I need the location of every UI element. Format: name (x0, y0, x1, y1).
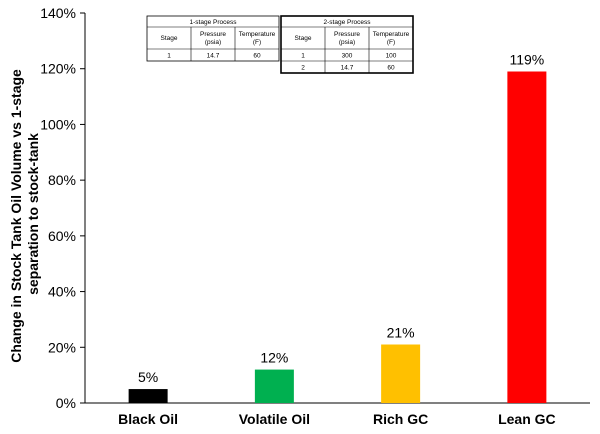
y-tick-label: 20% (48, 339, 76, 355)
x-category-label: Rich GC (373, 411, 428, 427)
y-tick-label: 60% (48, 228, 76, 244)
table-cell: 60 (387, 65, 395, 72)
table-header-line: (psia) (339, 39, 355, 46)
bar (128, 389, 168, 403)
table-cell: 300 (342, 53, 353, 60)
data-label: 5% (138, 369, 158, 385)
data-label: 21% (387, 325, 415, 341)
table-cell: 14.7 (207, 53, 220, 60)
table-cell: 60 (253, 53, 261, 60)
table-title: 1-stage Process (190, 19, 238, 26)
table-header-line: (F) (387, 39, 395, 46)
bars: 5% Black Oil 12% Volatile Oil 21% Rich GC 119%… (118, 52, 556, 428)
y-tick-label: 40% (48, 284, 76, 300)
table-cell: 14.7 (341, 65, 354, 72)
bar (254, 369, 294, 403)
table-header-cell: Stage (161, 35, 178, 42)
table-header-line: Stage (295, 35, 312, 42)
y-tick-label: 120% (40, 61, 76, 77)
table-cell: 1 (167, 53, 171, 60)
bar (381, 344, 421, 403)
table-header-cell: Temperature (F) (239, 31, 276, 46)
table-header-line: (F) (253, 39, 261, 46)
y-tick-label: 80% (48, 172, 76, 188)
x-category-label: Lean GC (498, 411, 556, 427)
table-header-line: (psia) (205, 39, 221, 46)
x-category-label: Black Oil (118, 411, 178, 427)
table-cell: 2 (301, 65, 305, 72)
table-header-line: Stage (161, 35, 178, 42)
y-tick-label: 0% (56, 395, 76, 411)
data-label: 119% (509, 52, 544, 68)
table-header-line: Pressure (200, 31, 226, 38)
table-title: 2-stage Process (324, 19, 372, 26)
table-header-cell: Temperature (F) (373, 31, 410, 46)
table-frame (146, 15, 280, 62)
y-tick-label: 100% (40, 116, 76, 132)
x-category-label: Volatile Oil (239, 411, 310, 427)
y-tick-label: 140% (40, 5, 76, 21)
table-cell: 100 (386, 53, 397, 60)
table-cell: 1 (301, 53, 305, 60)
data-label: 12% (260, 350, 288, 366)
bar (507, 71, 547, 403)
y-axis-label: Change in Stock Tank Oil Volume vs 1-sta… (8, 65, 41, 362)
table-header-cell: Stage (295, 35, 312, 42)
table-header-line: Temperature (373, 31, 410, 38)
table-header-line: Temperature (239, 31, 276, 38)
y-axis-label-line-1: Change in Stock Tank Oil Volume vs 1-sta… (8, 69, 24, 363)
table-header-cell: Pressure (psia) (334, 31, 360, 46)
table-header-cell: Pressure (psia) (200, 31, 226, 46)
table-header-line: Pressure (334, 31, 360, 38)
table-frame (280, 15, 414, 74)
axes: 0% 20% 40% 60% 80% 100% 120% 140% (40, 5, 590, 411)
y-axis-label-line-2: separation to stock-tank (25, 133, 41, 295)
